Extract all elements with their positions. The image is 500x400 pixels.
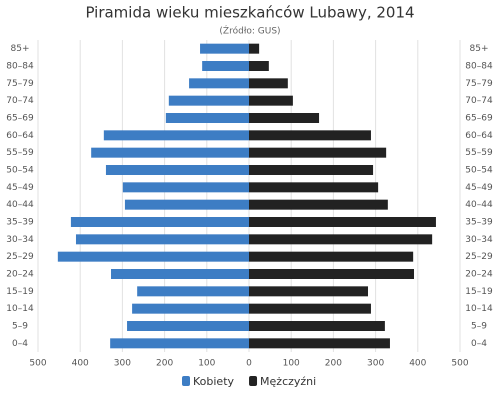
bar (124, 199, 249, 210)
y-tick-label: 85+ (11, 44, 30, 54)
y-tick-label: 50–54 (465, 166, 493, 176)
bar (122, 182, 249, 193)
bar (249, 43, 260, 54)
y-tick-label: 75–79 (465, 79, 493, 89)
bar (111, 269, 249, 279)
y-tick-label: 45–49 (465, 183, 493, 193)
x-tick-label: 0 (246, 359, 252, 369)
y-tick-label: 15–19 (6, 287, 34, 297)
y-tick-label: 45–49 (6, 183, 34, 193)
y-tick-label: 80–84 (6, 62, 34, 72)
bar (249, 165, 374, 175)
bar (110, 338, 249, 349)
y-tick-label: 30–34 (6, 235, 34, 245)
bar (70, 217, 249, 227)
y-tick-label: 40–44 (465, 200, 493, 210)
y-tick-label: 70–74 (465, 96, 493, 106)
bar (103, 130, 249, 141)
y-tick-label: 80–84 (465, 62, 493, 72)
bar (127, 321, 249, 331)
x-tick-label: 500 (451, 359, 468, 369)
x-tick-label: 100 (198, 359, 215, 369)
y-tick-label: 5–9 (471, 322, 487, 332)
bar (249, 286, 369, 297)
y-tick-label: 25–29 (6, 252, 34, 262)
x-tick-label: 200 (325, 359, 342, 369)
bar (105, 165, 249, 175)
x-tick-label: 400 (72, 359, 89, 369)
bar (249, 234, 433, 245)
bar (249, 182, 379, 193)
y-tick-label: 65–69 (465, 114, 493, 124)
y-tick-label: 5–9 (12, 322, 28, 332)
x-tick-label: 300 (367, 359, 384, 369)
y-tick-label: 10–14 (465, 304, 493, 314)
legend-swatch (182, 376, 190, 386)
y-tick-label: 35–39 (465, 218, 493, 228)
y-tick-label: 20–24 (6, 270, 34, 280)
bar (249, 321, 385, 331)
bar (249, 130, 371, 141)
bar (249, 303, 371, 314)
bar (249, 269, 415, 279)
y-tick-label: 0–4 (471, 339, 487, 349)
bar (168, 95, 249, 106)
y-tick-label: 40–44 (6, 200, 34, 210)
y-tick-label: 50–54 (6, 166, 34, 176)
y-tick-label: 35–39 (6, 218, 34, 228)
legend-swatch (249, 376, 258, 386)
bar (249, 61, 269, 71)
bar (249, 147, 387, 158)
y-tick-label: 30–34 (465, 235, 493, 245)
x-tick-label: 500 (29, 359, 46, 369)
bar (249, 251, 414, 262)
bar (249, 113, 320, 123)
chart-subtitle: (Źródło: GUS) (219, 25, 280, 37)
bar (249, 95, 293, 106)
legend-label: Mężczyźni (260, 375, 316, 388)
y-tick-label: 55–59 (465, 148, 493, 158)
bar (249, 217, 436, 227)
bar (249, 338, 390, 349)
y-tick-label: 0–4 (12, 339, 28, 349)
bar (249, 199, 388, 210)
bar (165, 113, 249, 123)
y-tick-label: 70–74 (6, 96, 34, 106)
bar (202, 61, 249, 71)
y-tick-label: 60–64 (465, 131, 493, 141)
y-tick-label: 20–24 (465, 270, 493, 280)
y-tick-label: 85+ (470, 44, 489, 54)
bar (249, 78, 288, 89)
y-tick-label: 55–59 (6, 148, 34, 158)
y-tick-label: 60–64 (6, 131, 34, 141)
y-tick-label: 10–14 (6, 304, 34, 314)
bar (189, 78, 249, 89)
x-tick-label: 100 (283, 359, 300, 369)
y-tick-label: 75–79 (6, 79, 34, 89)
x-tick-label: 300 (114, 359, 131, 369)
bar (57, 251, 249, 262)
legend-label: Kobiety (193, 375, 235, 388)
bar (132, 303, 249, 314)
chart-title: Piramida wieku mieszkańców Lubawy, 2014 (85, 4, 414, 22)
bar (91, 147, 249, 158)
bar (137, 286, 249, 297)
bar (200, 43, 249, 54)
x-tick-label: 400 (409, 359, 426, 369)
y-tick-label: 65–69 (6, 114, 34, 124)
bar (75, 234, 249, 245)
y-tick-label: 15–19 (465, 287, 493, 297)
y-tick-label: 25–29 (465, 252, 493, 262)
x-tick-label: 200 (156, 359, 173, 369)
